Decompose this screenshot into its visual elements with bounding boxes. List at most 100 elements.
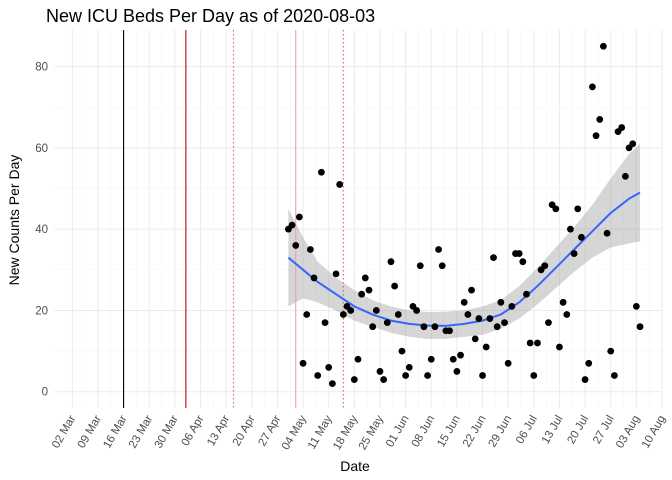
data-point	[541, 262, 549, 270]
data-point	[328, 380, 336, 388]
x-tick-label: 27 Apr	[256, 413, 283, 448]
data-point	[416, 262, 424, 270]
data-point	[493, 323, 501, 331]
data-point	[490, 254, 497, 262]
x-tick-label: 04 May	[280, 413, 309, 452]
data-point	[376, 368, 384, 375]
data-point	[306, 246, 314, 253]
data-point	[497, 298, 505, 306]
data-point	[431, 323, 439, 331]
data-point	[380, 376, 388, 383]
data-point	[574, 205, 582, 213]
data-point	[398, 347, 406, 355]
data-point	[585, 359, 593, 367]
data-point	[460, 298, 468, 306]
data-point	[325, 363, 333, 371]
data-point	[530, 372, 538, 379]
vline-layer	[123, 30, 344, 408]
data-point	[570, 250, 578, 257]
x-tick-label: 13 Apr	[205, 413, 232, 448]
data-point	[552, 205, 560, 213]
x-tick-label: 13 Jul	[540, 414, 566, 447]
data-point	[358, 290, 366, 298]
x-tick-label: 25 May	[357, 413, 386, 452]
data-point	[310, 274, 318, 282]
data-point	[350, 376, 358, 383]
x-tick-label: 30 Mar	[153, 413, 181, 450]
data-point	[618, 124, 626, 131]
data-point	[545, 319, 552, 327]
data-point	[504, 359, 512, 367]
data-point	[559, 298, 567, 306]
y-ticks: 0 20 40 60 80	[35, 62, 48, 399]
data-point	[534, 339, 541, 347]
x-axis-title: Date	[340, 458, 370, 474]
x-tick-label: 16 Mar	[101, 413, 129, 450]
data-point	[354, 355, 362, 363]
data-point	[501, 319, 508, 327]
data-point	[336, 181, 344, 188]
data-point	[453, 368, 461, 375]
data-point	[592, 132, 600, 140]
data-point	[365, 286, 373, 294]
x-tick-label: 27 Jul	[591, 414, 617, 447]
data-point	[405, 363, 413, 371]
data-point	[347, 307, 355, 314]
data-point	[413, 307, 421, 314]
data-point	[603, 229, 611, 237]
data-point	[288, 221, 296, 229]
data-point	[420, 323, 428, 331]
x-tick-label: 03 Aug	[614, 414, 642, 451]
y-tick-label: 80	[35, 62, 48, 74]
y-axis-title: New Counts Per Day	[6, 155, 22, 286]
x-tick-label: 29 Jun	[487, 414, 515, 450]
data-point	[556, 343, 563, 351]
data-point	[438, 262, 446, 270]
data-point	[471, 335, 479, 343]
data-point	[629, 140, 637, 148]
data-point	[321, 319, 329, 327]
data-point	[303, 311, 311, 318]
data-point	[394, 311, 402, 318]
data-point	[402, 372, 410, 379]
data-point	[589, 83, 596, 91]
x-tick-label: 20 Jul	[565, 414, 591, 447]
data-point	[424, 372, 431, 379]
data-point	[519, 258, 527, 266]
data-point	[482, 343, 490, 351]
data-point	[479, 372, 486, 379]
data-point	[599, 42, 607, 50]
y-tick-label: 0	[42, 387, 48, 399]
data-point	[632, 302, 640, 310]
x-tick-label: 06 Apr	[180, 413, 207, 448]
y-tick-label: 60	[35, 143, 48, 155]
data-point	[427, 355, 435, 363]
x-tick-label: 23 Mar	[127, 413, 155, 450]
data-point	[449, 355, 457, 363]
x-tick-label: 06 Jul	[514, 414, 540, 447]
data-point	[292, 242, 300, 249]
x-tick-label: 08 Jun	[410, 414, 438, 450]
data-point	[486, 315, 494, 322]
x-tick-label: 09 Mar	[76, 413, 104, 450]
data-point	[457, 351, 464, 359]
x-tick-label: 15 Jun	[435, 414, 463, 450]
data-point	[475, 315, 483, 322]
data-point	[299, 359, 307, 367]
grid	[54, 30, 663, 408]
data-point	[578, 233, 585, 241]
data-point	[515, 250, 523, 257]
data-point	[523, 290, 530, 298]
point-layer	[285, 42, 644, 388]
x-tick-label: 02 Mar	[50, 413, 78, 450]
data-point	[607, 347, 615, 355]
y-tick-label: 20	[35, 305, 48, 317]
data-point	[446, 327, 453, 335]
data-point	[621, 172, 629, 180]
smooth-trend-line	[287, 191, 641, 327]
data-point	[464, 311, 472, 318]
data-point	[369, 323, 377, 331]
data-point	[317, 168, 325, 176]
data-point	[596, 116, 604, 123]
